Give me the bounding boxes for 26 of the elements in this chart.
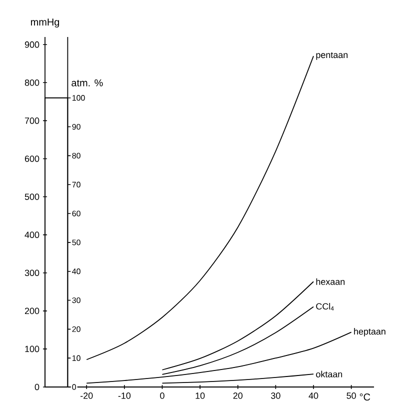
y-tick-label: 0: [34, 384, 40, 390]
x-tick-label: 40: [308, 392, 318, 399]
x-tick-label: -10: [118, 392, 131, 399]
series-label: hexaan: [316, 278, 345, 285]
y2-axis-title: atm. %: [72, 79, 103, 86]
y-tick-label: 700: [24, 118, 40, 124]
x-tick-label: 30: [271, 392, 280, 399]
x-tick-label: 50: [346, 392, 356, 399]
y-axis-title: mmHg: [30, 18, 60, 28]
x-tick-label: 10: [196, 392, 205, 399]
y-tick-label: 500: [24, 194, 40, 200]
y-tick-label: 300: [24, 270, 40, 276]
y-tick-label: 800: [24, 79, 40, 86]
y-tick-label: 200: [24, 308, 40, 314]
x-tick-label: 20: [233, 392, 243, 399]
y-tick-label: 600: [24, 156, 40, 162]
x-tick-label: 0: [160, 392, 164, 399]
series-label: heptaan: [354, 328, 386, 336]
y-tick-label: 900: [24, 41, 40, 48]
series-label: pentaan: [316, 52, 348, 60]
y-tick-label: 400: [24, 232, 40, 238]
x-axis-title: °C: [360, 394, 370, 401]
y-tick-label: 100: [25, 346, 40, 352]
series-label: CCl$_{4}$: [316, 302, 334, 310]
x-tick-label: -20: [80, 392, 93, 399]
series-label: oktaan: [316, 370, 342, 378]
